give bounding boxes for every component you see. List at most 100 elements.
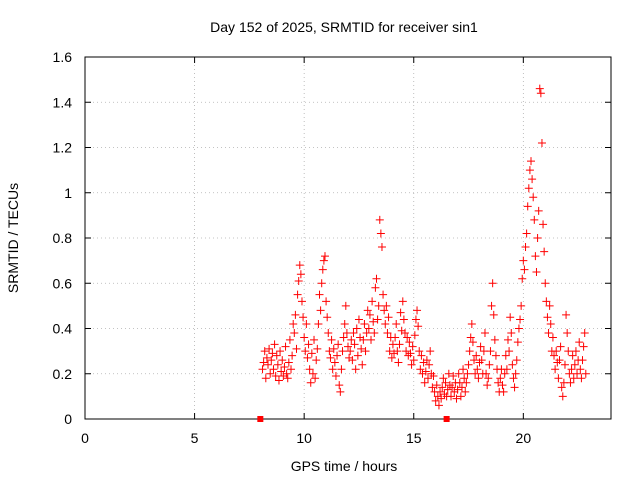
data-point — [540, 247, 549, 256]
data-point — [409, 356, 418, 365]
data-point — [359, 335, 368, 344]
data-point — [500, 369, 509, 378]
data-point — [509, 374, 518, 383]
data-point — [431, 396, 440, 405]
data-point — [453, 385, 462, 394]
zero-marker — [443, 416, 450, 422]
data-point — [406, 349, 415, 358]
y-tick-label: 0.8 — [53, 230, 73, 246]
data-point — [568, 351, 577, 360]
data-point — [416, 365, 425, 374]
data-point — [555, 356, 564, 365]
data-point — [508, 360, 517, 369]
data-point — [270, 340, 279, 349]
data-point — [452, 394, 461, 403]
x-tick-label: 10 — [296, 430, 312, 446]
data-point — [411, 315, 420, 324]
data-point — [520, 265, 529, 274]
data-point — [565, 369, 574, 378]
x-axis-label: GPS time / hours — [291, 458, 398, 474]
data-point — [454, 369, 463, 378]
data-point — [447, 392, 456, 401]
x-tick-label: 0 — [81, 430, 89, 446]
data-point — [268, 349, 277, 358]
data-point — [496, 374, 505, 383]
data-point — [523, 202, 532, 211]
data-point — [328, 365, 337, 374]
data-point — [544, 329, 553, 338]
data-point — [421, 367, 430, 376]
chart-title: Day 152 of 2025, SRMTID for receiver sin… — [210, 19, 478, 35]
axis-ticks: 0 5 10 15 20 0 0.2 0.4 0.6 0.8 1 1.2 1.4 1.6 — [53, 49, 611, 446]
data-point — [331, 372, 340, 381]
data-point — [505, 347, 514, 356]
data-point — [573, 369, 582, 378]
data-point — [560, 360, 569, 369]
data-point — [376, 229, 385, 238]
data-point — [329, 344, 338, 353]
data-point — [265, 344, 274, 353]
x-tick-label: 20 — [516, 430, 532, 446]
data-point — [467, 319, 476, 328]
data-point — [339, 333, 348, 342]
data-point — [486, 347, 495, 356]
data-point — [374, 301, 383, 310]
data-point — [335, 381, 344, 390]
data-point — [293, 290, 302, 299]
data-point — [377, 243, 386, 252]
data-point — [579, 342, 588, 351]
data-point — [436, 387, 445, 396]
data-point — [507, 329, 516, 338]
zero-marker — [257, 416, 264, 422]
data-point — [472, 351, 481, 360]
data-point — [373, 315, 382, 324]
data-point — [461, 387, 470, 396]
data-point — [344, 342, 352, 351]
data-point — [375, 215, 384, 224]
data-point — [273, 360, 282, 369]
data-point — [408, 342, 417, 351]
data-point — [266, 369, 275, 378]
data-point — [312, 356, 321, 365]
data-point — [494, 378, 503, 387]
data-point — [324, 329, 333, 338]
data-point — [531, 252, 540, 261]
data-point — [525, 166, 534, 175]
data-point — [350, 340, 359, 349]
data-point — [571, 347, 580, 356]
data-point — [322, 297, 331, 306]
data-point — [303, 353, 312, 362]
data-point — [315, 290, 324, 299]
data-point — [354, 315, 363, 324]
data-point — [271, 372, 280, 381]
data-point — [370, 329, 379, 338]
data-point — [296, 270, 305, 279]
data-point — [259, 358, 268, 367]
data-point — [423, 374, 432, 383]
plot-frame — [84, 56, 612, 420]
data-point — [457, 383, 466, 392]
y-tick-label: 0.4 — [53, 321, 73, 337]
data-point — [284, 358, 293, 367]
data-point — [438, 383, 447, 392]
data-point — [262, 353, 271, 362]
data-point — [347, 335, 356, 344]
data-point — [570, 360, 579, 369]
data-point — [330, 358, 339, 367]
grid-lines — [85, 57, 611, 419]
data-point — [483, 381, 492, 390]
data-point — [514, 324, 523, 333]
data-point — [340, 319, 349, 328]
data-point — [407, 360, 416, 369]
data-point — [510, 383, 519, 392]
x-tick-label: 15 — [406, 430, 422, 446]
data-point — [417, 351, 426, 360]
data-point — [352, 324, 361, 333]
data-point — [277, 367, 286, 376]
data-point — [336, 387, 345, 396]
data-point — [287, 365, 296, 374]
data-point — [283, 374, 292, 383]
data-point — [567, 365, 576, 374]
data-point — [580, 329, 589, 338]
data-point — [305, 365, 314, 374]
